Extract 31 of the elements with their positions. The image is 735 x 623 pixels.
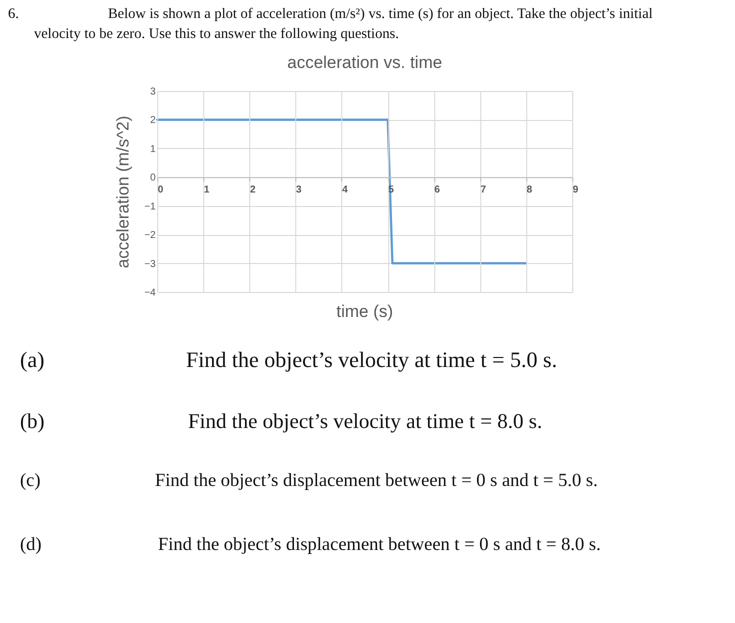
y-tick-label: 0 <box>150 172 156 184</box>
y-axis-title: acceleration (m/s^2) <box>113 116 132 268</box>
x-tick-label: 9 <box>572 184 579 196</box>
y-tick-label: 2 <box>150 115 156 126</box>
x-tick-label: 0 <box>158 184 164 196</box>
x-tick-label: 3 <box>296 184 302 196</box>
text: (b) <box>20 409 44 433</box>
y-tick-label: −4 <box>144 288 156 298</box>
text: velocity to be zero. Use this to answer the following questions. <box>34 26 399 42</box>
text: Find the object’s displacement between t = 0 s and t = 8.0 s. <box>158 535 601 555</box>
x-tick-label: 6 <box>434 184 440 196</box>
x-tick-label: 1 <box>204 184 210 196</box>
text: Find the object’s displacement between t = 0 s and t = 5.0 s. <box>155 471 598 491</box>
text: 6. <box>8 6 19 22</box>
x-tick-label: 7 <box>480 184 486 196</box>
x-tick-label: 8 <box>526 184 533 196</box>
chart-title: acceleration vs. time <box>287 53 442 72</box>
y-tick-label: −1 <box>144 201 156 212</box>
text: Find the object’s velocity at time t = 8.0 s. <box>188 409 542 433</box>
x-axis-title: time (s) <box>336 302 394 321</box>
y-tick-label: −2 <box>144 230 156 242</box>
x-tick-label: 4 <box>342 184 348 196</box>
x-tick-label: 2 <box>250 184 256 196</box>
y-tick-label: 1 <box>150 144 156 155</box>
text: Below is shown a plot of acceleration (m/s²) vs. time (s) for an object. Take the object’s initial <box>108 6 653 22</box>
text: (d) <box>20 535 42 555</box>
text: (c) <box>20 471 41 491</box>
text: Find the object’s velocity at time t = 5.0 s. <box>186 347 558 372</box>
text: (a) <box>20 347 44 372</box>
y-tick-label: −3 <box>144 258 156 270</box>
y-tick-label: 3 <box>150 86 156 98</box>
